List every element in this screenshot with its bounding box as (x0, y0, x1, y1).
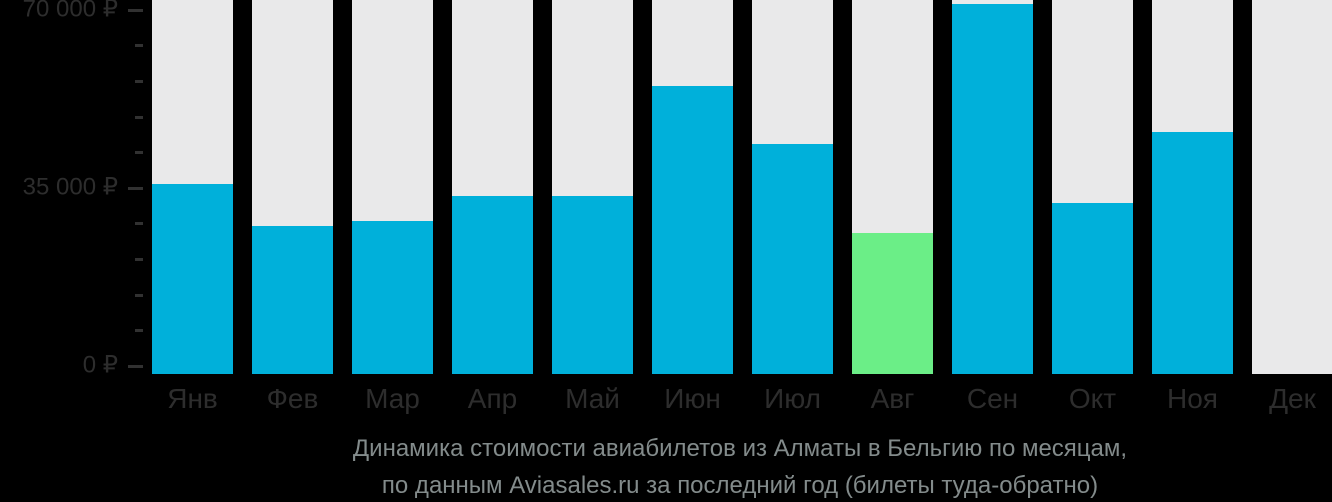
bar-oct[interactable] (1052, 203, 1133, 374)
x-label-jul: Июл (764, 383, 821, 414)
x-label-nov: Ноя (1167, 383, 1218, 414)
x-label-jan: Янв (167, 383, 218, 414)
caption-line-1: Динамика стоимости авиабилетов из Алматы… (352, 435, 1128, 462)
x-label-apr: Апр (467, 383, 518, 414)
y-axis-label-70000: 70 000 ₽ (22, 0, 118, 22)
chart-caption: Динамика стоимости авиабилетов из Алматы… (152, 430, 1328, 502)
x-label-oct: Окт (1068, 383, 1117, 414)
y-axis-tick-63000 (135, 44, 143, 48)
x-label-may: Май (565, 383, 620, 414)
bar-apr[interactable] (452, 196, 533, 374)
bar-feb[interactable] (252, 226, 333, 374)
x-label-jun: Июн (664, 383, 721, 414)
y-axis-label-35000: 35 000 ₽ (22, 173, 118, 201)
y-axis-tick-28000 (135, 222, 143, 226)
x-label-dec: Дек (1269, 383, 1316, 414)
bar-nov[interactable] (1152, 131, 1233, 374)
bar-mar[interactable] (352, 220, 433, 374)
y-axis-tick-42000 (135, 151, 143, 155)
y-axis-tick-21000 (135, 258, 143, 262)
y-axis-tick-49000 (135, 115, 143, 119)
y-axis-tick-56000 (135, 79, 143, 83)
column-bg-dec (1252, 0, 1332, 374)
x-label-feb: Фев (266, 383, 319, 414)
y-axis-label-0: 0 ₽ (82, 351, 118, 379)
bar-jun[interactable] (652, 85, 733, 374)
bar-sep[interactable] (952, 3, 1033, 374)
x-label-mar: Мар (365, 383, 420, 414)
y-axis-tick-35000 (128, 186, 143, 190)
bar-jul[interactable] (752, 144, 833, 374)
x-label-sep: Сен (966, 383, 1019, 414)
y-axis-tick-7000 (135, 329, 143, 333)
bar-jan[interactable] (152, 184, 233, 374)
caption-line-2: по данным Aviasales.ru за последний год … (381, 472, 1099, 499)
bar-may[interactable] (552, 196, 633, 374)
x-label-aug: Авг (870, 383, 915, 414)
y-axis-tick-0 (128, 365, 143, 368)
bar-aug[interactable] (852, 233, 933, 374)
y-axis-tick-70000 (128, 8, 143, 12)
y-axis-tick-14000 (135, 293, 143, 297)
